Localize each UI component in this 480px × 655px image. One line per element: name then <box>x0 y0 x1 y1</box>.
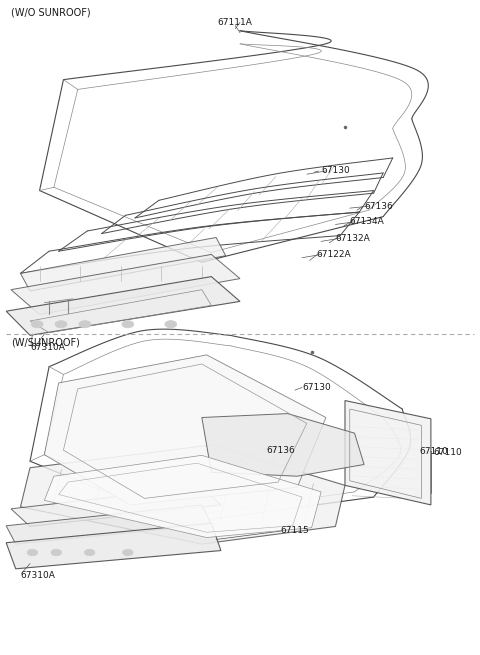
Ellipse shape <box>51 550 61 556</box>
Text: (W/SUNROOF): (W/SUNROOF) <box>11 337 80 347</box>
Polygon shape <box>6 505 211 544</box>
Polygon shape <box>21 445 345 544</box>
Polygon shape <box>21 238 226 291</box>
Ellipse shape <box>84 550 95 556</box>
Polygon shape <box>11 254 240 314</box>
Polygon shape <box>202 413 364 476</box>
Text: 67136: 67136 <box>266 445 295 455</box>
Ellipse shape <box>165 321 177 328</box>
Polygon shape <box>11 487 221 527</box>
Polygon shape <box>6 523 221 569</box>
Text: 67130: 67130 <box>321 166 350 176</box>
Polygon shape <box>345 401 431 505</box>
Ellipse shape <box>55 321 67 328</box>
Polygon shape <box>44 455 321 538</box>
Text: 67136: 67136 <box>364 202 393 211</box>
Text: 67310A: 67310A <box>21 571 55 580</box>
Ellipse shape <box>27 550 37 556</box>
Text: 67122A: 67122A <box>316 250 351 259</box>
Text: 67110: 67110 <box>419 447 448 456</box>
Text: 67111A: 67111A <box>218 18 252 27</box>
Ellipse shape <box>79 321 91 328</box>
Text: 67130: 67130 <box>302 383 331 392</box>
Text: 67134A: 67134A <box>350 217 384 227</box>
Text: 67132A: 67132A <box>336 234 370 242</box>
Text: (W/O SUNROOF): (W/O SUNROOF) <box>11 8 91 18</box>
Text: 67310A: 67310A <box>30 343 65 352</box>
Text: 67110: 67110 <box>433 448 462 457</box>
Text: 67115: 67115 <box>281 527 309 536</box>
Ellipse shape <box>122 550 133 556</box>
Polygon shape <box>44 355 326 505</box>
Ellipse shape <box>31 321 43 328</box>
Polygon shape <box>6 276 240 335</box>
Ellipse shape <box>122 321 134 328</box>
